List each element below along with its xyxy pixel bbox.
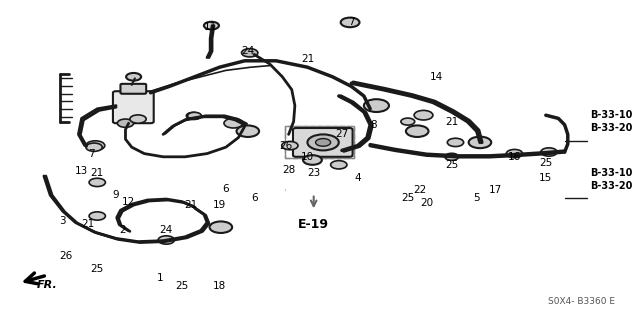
Text: 25: 25: [401, 193, 415, 204]
Text: 25: 25: [175, 281, 189, 292]
Text: 6: 6: [251, 193, 257, 204]
Circle shape: [282, 141, 298, 150]
Text: 13: 13: [75, 166, 88, 176]
Text: 10: 10: [301, 152, 314, 162]
Circle shape: [204, 22, 219, 29]
Circle shape: [468, 137, 492, 148]
Circle shape: [445, 153, 459, 160]
Text: 12: 12: [122, 196, 135, 207]
Text: 4: 4: [355, 172, 361, 183]
Circle shape: [186, 112, 200, 119]
Text: 9: 9: [113, 190, 120, 200]
Text: 7: 7: [88, 148, 94, 159]
Circle shape: [188, 112, 202, 119]
Text: 6: 6: [223, 184, 229, 194]
Circle shape: [86, 141, 105, 150]
FancyBboxPatch shape: [113, 91, 154, 123]
Circle shape: [117, 119, 134, 127]
Circle shape: [237, 125, 259, 137]
Text: 21: 21: [445, 116, 458, 127]
Circle shape: [406, 125, 429, 137]
Text: 23: 23: [307, 168, 320, 178]
Text: FR.: FR.: [36, 280, 57, 291]
Text: 2: 2: [119, 225, 125, 236]
Text: 20: 20: [420, 198, 433, 208]
Circle shape: [307, 134, 339, 150]
Text: 21: 21: [91, 168, 104, 178]
Circle shape: [364, 99, 389, 112]
Text: 17: 17: [489, 185, 502, 196]
Text: 21: 21: [185, 200, 198, 210]
Circle shape: [224, 118, 243, 128]
Text: 22: 22: [413, 185, 427, 196]
Circle shape: [340, 18, 360, 27]
Text: 7: 7: [348, 17, 355, 28]
Circle shape: [447, 138, 463, 147]
Text: 3: 3: [60, 216, 66, 226]
Circle shape: [158, 236, 175, 244]
Circle shape: [506, 149, 523, 158]
Circle shape: [541, 148, 557, 156]
Circle shape: [89, 178, 106, 187]
Text: 18: 18: [213, 281, 226, 292]
FancyBboxPatch shape: [120, 84, 146, 94]
Text: 25: 25: [445, 160, 458, 170]
Text: B-33-10
B-33-20: B-33-10 B-33-20: [589, 110, 632, 133]
Text: 26: 26: [60, 251, 72, 261]
Circle shape: [331, 161, 347, 169]
Bar: [285, 126, 355, 158]
Text: 16: 16: [508, 152, 521, 162]
Text: 27: 27: [335, 129, 349, 140]
Bar: [285, 126, 355, 158]
Circle shape: [126, 73, 141, 81]
Text: E-19: E-19: [298, 218, 329, 230]
Circle shape: [241, 49, 258, 57]
FancyBboxPatch shape: [293, 128, 353, 157]
Circle shape: [209, 221, 232, 233]
Text: 28: 28: [282, 164, 295, 175]
Circle shape: [86, 143, 102, 151]
Text: 14: 14: [429, 72, 443, 82]
Circle shape: [316, 139, 331, 146]
Text: 21: 21: [81, 219, 95, 229]
Text: 19: 19: [213, 200, 226, 210]
Text: 24: 24: [241, 46, 255, 56]
Text: 25: 25: [539, 158, 552, 168]
Text: 26: 26: [279, 140, 292, 151]
Text: 8: 8: [370, 120, 376, 130]
Text: 11: 11: [204, 22, 217, 32]
Text: 25: 25: [91, 264, 104, 274]
Text: S0X4- B3360 E: S0X4- B3360 E: [548, 297, 615, 306]
Text: 15: 15: [539, 172, 552, 183]
Circle shape: [303, 155, 322, 165]
Text: 24: 24: [159, 225, 173, 236]
Circle shape: [89, 212, 106, 220]
Text: 5: 5: [474, 193, 480, 204]
Circle shape: [130, 115, 146, 123]
Circle shape: [401, 118, 415, 125]
Text: 21: 21: [301, 54, 314, 64]
Text: 1: 1: [157, 273, 163, 284]
Text: B-33-10
B-33-20: B-33-10 B-33-20: [589, 168, 632, 191]
Circle shape: [414, 110, 433, 120]
